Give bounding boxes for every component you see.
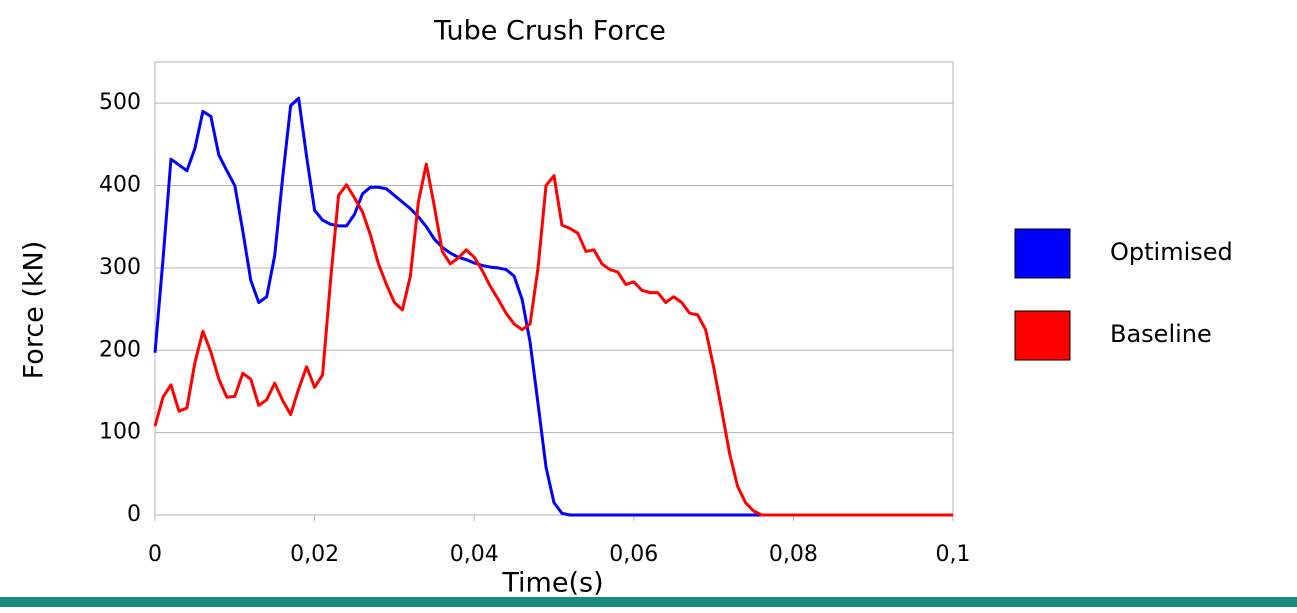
y-tick-label: 500 <box>99 90 141 115</box>
y-tick-label: 300 <box>99 255 141 280</box>
legend-swatch <box>1014 310 1071 361</box>
y-axis-label: Force (kN) <box>19 241 50 380</box>
chart-title: Tube Crush Force <box>433 16 666 47</box>
x-tick-label: 0,06 <box>609 542 658 567</box>
series-line <box>153 96 953 517</box>
x-tick-label: 0,08 <box>769 542 818 567</box>
legend-label: Optimised <box>1110 238 1233 266</box>
footer-bar <box>0 597 1297 607</box>
x-tick-label: 0,02 <box>290 542 339 567</box>
legend-label: Baseline <box>1110 320 1212 348</box>
y-tick-label: 0 <box>127 502 141 527</box>
y-tick-label: 400 <box>99 173 141 198</box>
x-tick-label: 0,1 <box>936 542 971 567</box>
x-axis-label: Time(s) <box>501 568 603 599</box>
plot-area <box>154 61 954 516</box>
legend-swatch <box>1014 228 1071 279</box>
y-tick-label: 100 <box>99 420 141 445</box>
x-tick-label: 0,04 <box>450 542 499 567</box>
x-tick-label: 0 <box>148 542 162 567</box>
series-line <box>153 162 953 517</box>
y-tick-label: 200 <box>99 337 141 362</box>
